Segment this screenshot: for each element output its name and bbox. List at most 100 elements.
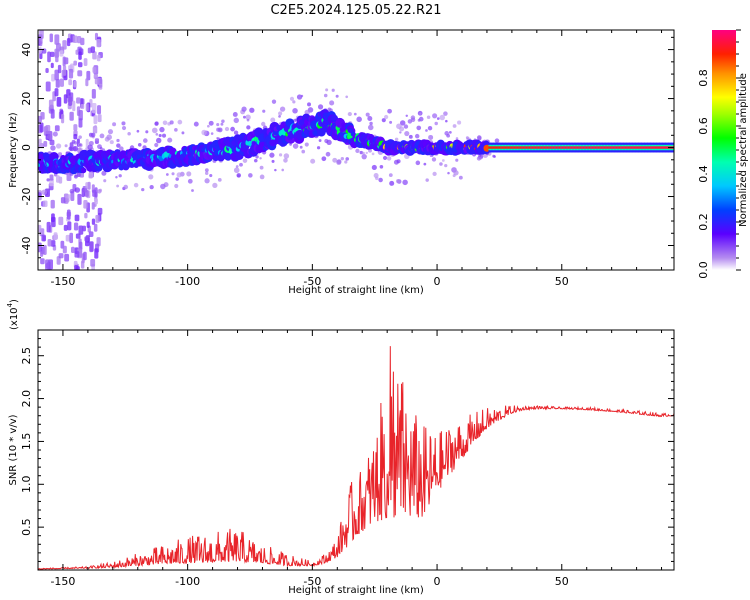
halo-cell [149,184,154,190]
noise-cell [85,78,89,87]
ridge-cell [555,146,559,149]
ridge-cell [653,146,656,149]
halo-cell [389,180,395,186]
halo-cell [115,176,118,179]
noise-cell [61,113,65,124]
halo-cell [365,112,370,117]
halo-cell [193,121,199,127]
ridge-cell [638,146,641,149]
x-tick-label: -100 [175,575,200,588]
ridge-cell [626,146,629,149]
halo-cell [79,143,82,147]
ridge-cell [590,146,593,149]
halo-cell [233,130,239,135]
halo-cell [331,88,335,92]
snr-series-line [38,346,674,570]
svg-text:(x104): (x104) [6,299,20,330]
ridge-cell [597,146,601,149]
noise-cell [62,56,66,67]
noise-cell [54,48,60,58]
snr-multiplier-base: (x10 [9,307,20,330]
halo-cell [345,157,350,161]
halo-cell [307,102,312,107]
halo-cell [278,153,283,157]
spectrogram-panel: -150 -100 -50 0 50 -40 -20 0 20 40 Height of str… [8,29,675,296]
halo-cell [216,136,219,140]
ridge-cell [542,146,545,149]
ridge-cell [510,146,514,149]
halo-cell [353,112,357,116]
noise-cell [58,253,64,259]
halo-cell [416,125,422,131]
halo-cell [177,119,183,125]
y-tick-label: 1.5 [20,433,33,451]
halo-cell [356,116,362,123]
halo-cell [445,119,448,123]
halo-cell [78,135,82,139]
halo-cell [345,95,349,99]
halo-cell [403,124,409,129]
halo-cell [99,147,103,150]
ridge-cell [515,146,518,149]
ridge-cell [488,146,491,149]
noise-cell [49,33,53,43]
halo-cell [410,117,416,123]
ridge-cell [558,146,562,149]
ridge-cell [525,146,529,149]
noise-cell [40,251,44,257]
halo-cell [74,187,81,193]
halo-cell [293,118,297,122]
halo-cell [452,124,457,128]
noise-cell [54,34,60,45]
snr-y-axis-title: SNR (10 * v/v) [8,414,19,485]
halo-cell [121,121,126,126]
halo-cell [106,134,112,140]
noise-cell [45,125,51,135]
noise-cell [97,114,102,123]
halo-cell [361,153,367,160]
ridge-cell [501,146,505,149]
halo-cell [207,124,210,128]
ridge-cell [614,146,617,149]
x-tick-label: 50 [555,275,569,288]
halo-cell [233,117,239,124]
halo-cell [325,151,331,157]
noise-cell [43,244,47,255]
halo-cell [259,157,262,160]
ridge-cell [567,146,571,149]
noise-cell [88,231,94,238]
halo-cell [46,178,50,182]
y-tick-label: 0.5 [20,518,33,536]
ridge-cell [489,146,493,149]
ridge-cell [492,146,496,149]
halo-cell [186,171,192,177]
halo-cell [141,187,145,192]
halo-cell [73,174,78,179]
ridge-cell [524,146,527,149]
halo-cell [41,189,47,196]
halo-cell [494,138,500,144]
ridge-cell [530,146,533,149]
halo-cell [103,179,107,183]
ridge-cell [665,146,668,149]
ridge-cell [494,146,497,149]
halo-cell [243,115,246,119]
ridge-cell [543,146,547,149]
halo-cell [123,184,129,190]
colorbar-tick-label: 0.8 [697,69,710,87]
noise-cell [76,97,81,104]
halo-cell [455,158,459,162]
halo-cell [396,159,401,164]
noise-cell [74,251,80,258]
ridge-cell [503,146,506,149]
noise-cell [59,50,64,57]
halo-cell [261,121,266,127]
ridge-cell [642,146,646,149]
halo-cell [465,136,469,140]
ridge-cell [579,146,583,149]
y-tick-label: 2.0 [20,390,33,408]
halo-cell [154,121,159,126]
ridge-cell [575,146,578,149]
halo-cell [419,112,422,115]
noise-cell [83,251,87,261]
